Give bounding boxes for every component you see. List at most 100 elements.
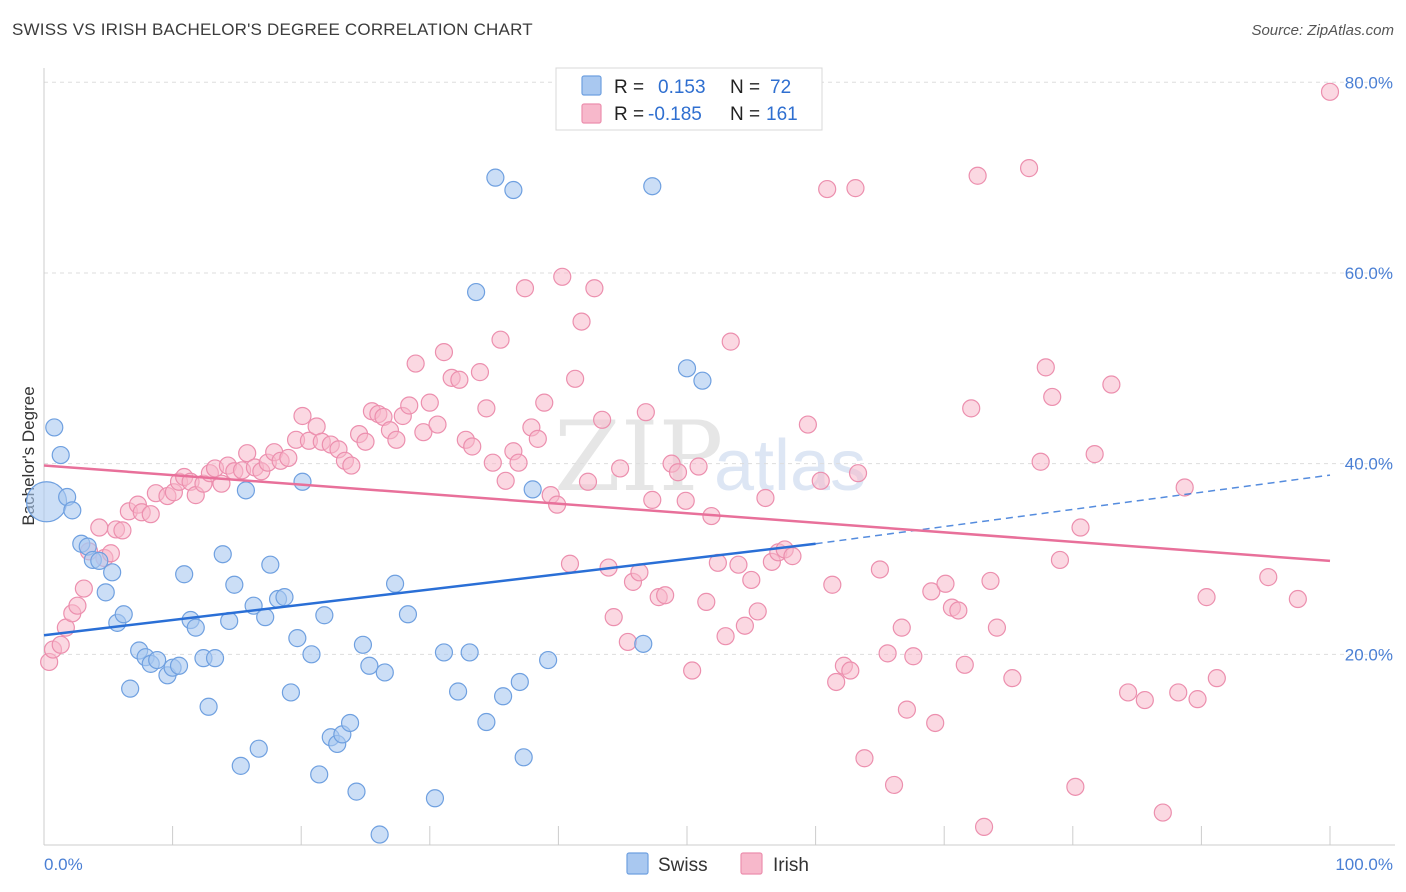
irish-point	[1043, 387, 1062, 407]
irish-point	[1102, 375, 1121, 394]
y-tick-label: 20.0%	[1345, 645, 1393, 664]
swiss-point	[643, 177, 662, 196]
watermark-zip: ZIP	[554, 401, 723, 513]
irish-point	[756, 488, 775, 508]
swiss-point	[494, 687, 513, 706]
legend-n-value-irish: 161	[766, 104, 798, 125]
irish-point	[491, 330, 510, 349]
irish-point	[1118, 683, 1138, 702]
irish-point	[463, 437, 482, 456]
swiss-point	[510, 672, 529, 692]
swiss-point	[249, 739, 268, 758]
bottom-legend-label-swiss: Swiss	[658, 855, 708, 876]
swiss-point	[360, 656, 379, 675]
irish-point	[1031, 452, 1050, 471]
swiss-point	[103, 563, 122, 582]
swiss-point	[523, 480, 542, 499]
legend-n-value-swiss: 72	[770, 77, 791, 98]
irish-point	[1153, 803, 1172, 822]
irish-point	[668, 463, 688, 482]
irish-point	[811, 471, 830, 490]
irish-point	[721, 332, 740, 351]
irish-point	[922, 582, 941, 601]
irish-point	[68, 596, 87, 615]
swiss-point	[281, 683, 301, 702]
irish-point	[974, 817, 994, 836]
irish-point	[434, 343, 454, 362]
irish-point	[238, 444, 257, 463]
irish-point	[496, 471, 515, 490]
swiss-point	[310, 765, 329, 784]
y-tick-label: 40.0%	[1345, 455, 1393, 474]
irish-point	[783, 547, 802, 566]
irish-point	[955, 655, 974, 674]
irish-point	[656, 586, 675, 605]
swiss-point	[225, 575, 244, 594]
swiss-point	[398, 605, 418, 624]
irish-point	[604, 608, 623, 627]
irish-point	[406, 354, 425, 373]
swiss-point	[186, 618, 205, 637]
swiss-trend-line	[43, 542, 816, 637]
swiss-point	[353, 635, 373, 654]
irish-point	[1259, 568, 1278, 587]
irish-trend-line	[43, 464, 1331, 563]
irish-point	[618, 632, 637, 652]
correlation-legend: R = 0.153 N = 72 R = -0.185 N = 161	[555, 67, 823, 131]
irish-point	[848, 464, 868, 483]
swiss-trend-extension	[815, 474, 1331, 545]
axes	[43, 68, 1395, 846]
irish-point	[414, 423, 433, 442]
irish-points	[40, 82, 1340, 836]
irish-point	[841, 661, 860, 680]
irish-point	[483, 453, 502, 472]
irish-point	[827, 672, 846, 692]
irish-point	[689, 457, 708, 476]
irish-point	[1036, 358, 1055, 377]
irish-point	[535, 393, 554, 412]
irish-point	[578, 472, 598, 491]
irish-point	[683, 661, 702, 680]
irish-point	[697, 592, 716, 611]
irish-point	[936, 574, 955, 593]
irish-point	[553, 267, 572, 286]
irish-point	[735, 616, 754, 635]
irish-point	[477, 399, 496, 418]
irish-point	[572, 312, 591, 331]
irish-point	[926, 713, 945, 733]
irish-point	[742, 570, 761, 590]
swiss-point	[315, 606, 334, 625]
irish-point	[356, 432, 375, 451]
x-tick-label-max: 100.0%	[1335, 855, 1393, 874]
irish-point	[962, 399, 981, 418]
irish-point	[593, 410, 612, 429]
irish-point	[566, 369, 585, 388]
irish-point	[949, 601, 968, 620]
swiss-point	[169, 656, 189, 675]
swiss-point	[448, 682, 468, 701]
irish-point	[560, 554, 580, 573]
irish-point	[400, 396, 419, 415]
irish-point	[387, 430, 406, 449]
swiss-point	[425, 789, 445, 808]
irish-point	[823, 575, 842, 594]
bottom-legend-swatch-swiss	[626, 852, 649, 875]
swiss-point	[175, 565, 194, 584]
swiss-point	[539, 650, 558, 670]
irish-point	[279, 448, 298, 468]
irish-point	[643, 490, 662, 509]
irish-point	[1050, 550, 1070, 570]
irish-point	[470, 363, 490, 382]
irish-point	[1207, 669, 1226, 688]
swiss-point	[256, 608, 275, 627]
irish-point	[1085, 445, 1104, 464]
irish-point	[748, 602, 767, 621]
irish-point	[307, 417, 326, 436]
swiss-point	[121, 679, 140, 698]
swiss-point	[293, 472, 312, 491]
swiss-point	[340, 713, 360, 733]
irish-point	[51, 635, 70, 654]
irish-point	[1188, 690, 1207, 709]
irish-point	[342, 456, 361, 475]
swiss-point	[302, 645, 321, 664]
